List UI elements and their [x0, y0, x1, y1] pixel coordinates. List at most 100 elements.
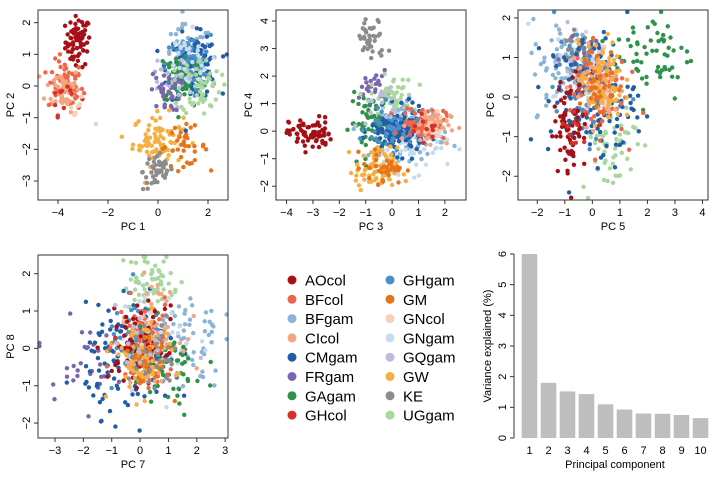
point-AOcol: [562, 95, 567, 100]
x-axis-title: PC 3: [359, 221, 383, 233]
point-GNgam: [176, 50, 181, 56]
point-AOcol: [291, 126, 296, 132]
point-GW: [134, 121, 139, 127]
point-GM: [582, 57, 588, 62]
point-CMgam: [87, 340, 93, 345]
point-GW: [361, 153, 366, 158]
legend-swatch: [385, 314, 395, 324]
legend-label: BFcol: [305, 292, 343, 309]
point-BFgam: [190, 357, 195, 363]
point-GNgam: [553, 93, 558, 99]
point-KE: [156, 159, 162, 164]
point-KE: [162, 175, 168, 180]
point-GW: [144, 329, 149, 334]
point-AOcol: [563, 157, 568, 162]
point-BFcol: [592, 157, 598, 162]
point-UGgam: [172, 68, 177, 73]
point-GNgam: [435, 139, 440, 144]
point-CIcol: [61, 80, 67, 85]
point-GW: [142, 398, 147, 404]
point-GQgam: [179, 57, 184, 63]
y-tick-label: 4: [259, 18, 271, 24]
point-GW: [146, 123, 152, 128]
point-BFgam: [162, 321, 168, 326]
bar-pc-1: [521, 254, 538, 438]
point-GAgam: [670, 74, 675, 79]
point-BFgam: [212, 383, 217, 388]
legend-swatch: [287, 391, 297, 401]
point-AOcol: [571, 162, 577, 167]
point-GW: [128, 332, 133, 338]
point-UGgam: [399, 92, 404, 98]
point-CMgam: [396, 139, 402, 144]
point-GNgam: [142, 295, 148, 300]
point-BFcol: [63, 66, 69, 71]
point-AOcol: [575, 115, 580, 120]
point-UGgam: [612, 146, 618, 151]
y-tick-label: 0: [501, 94, 513, 100]
point-UGgam: [199, 93, 205, 98]
point-GNcol: [435, 132, 440, 138]
point-GNgam: [439, 145, 444, 151]
y-tick-label: 2: [501, 15, 513, 21]
point-CIcol: [48, 96, 53, 102]
point-GM: [373, 157, 379, 163]
point-GHgam: [166, 45, 172, 50]
point-BFcol: [56, 59, 62, 64]
point-GHgam: [567, 43, 572, 49]
x-tick-label: −3: [49, 445, 62, 457]
legend-swatch: [287, 314, 297, 324]
point-UGgam: [625, 156, 630, 161]
bar-pc-5: [597, 404, 614, 438]
point-AOcol: [150, 314, 156, 320]
point-GAgam: [350, 99, 356, 104]
point-GHgam: [390, 139, 395, 144]
point-GQgam: [174, 73, 179, 79]
point-GNgam: [169, 311, 174, 316]
point-BFcol: [66, 70, 72, 75]
point-UGgam: [151, 289, 157, 294]
point-GHgam: [569, 51, 574, 56]
point-UGgam: [619, 123, 624, 128]
point-KE: [153, 162, 158, 168]
point-GM: [380, 179, 386, 184]
point-CMgam: [620, 140, 626, 145]
point-AOcol: [81, 42, 87, 47]
point-CMgam: [87, 369, 93, 374]
point-KE: [145, 161, 150, 166]
point-AOcol: [568, 195, 574, 200]
x-tick-label: 8: [659, 445, 665, 457]
point-BFgam: [167, 49, 172, 54]
point-CIcol: [444, 141, 449, 146]
point-GAgam: [675, 75, 680, 80]
point-CIcol: [142, 270, 147, 275]
point-GNgam: [178, 45, 183, 51]
x-tick-label: 5: [602, 445, 608, 457]
point-GM: [396, 168, 401, 173]
point-FRgam: [368, 78, 373, 84]
point-GM: [136, 376, 141, 381]
point-GHgam: [170, 45, 175, 50]
point-UGgam: [133, 287, 138, 292]
point-GHgam: [550, 84, 555, 90]
point-GW: [389, 152, 394, 157]
point-AOcol: [114, 324, 119, 329]
point-CMgam: [635, 93, 641, 98]
point-AOcol: [582, 161, 587, 166]
point-CMgam: [574, 51, 579, 57]
point-UGgam: [605, 178, 610, 184]
point-KE: [126, 376, 132, 381]
point-KE: [145, 186, 150, 191]
point-GW: [348, 170, 354, 176]
point-CMgam: [142, 394, 147, 399]
point-GW: [160, 127, 165, 133]
point-GM: [376, 182, 381, 187]
point-GQgam: [154, 79, 160, 85]
point-FRgam: [150, 71, 156, 77]
point-FRgam: [71, 378, 76, 383]
point-AOcol: [326, 132, 331, 137]
point-GAgam: [194, 63, 200, 68]
point-GNgam: [526, 21, 531, 26]
point-CMgam: [188, 64, 193, 69]
point-GW: [606, 102, 611, 108]
